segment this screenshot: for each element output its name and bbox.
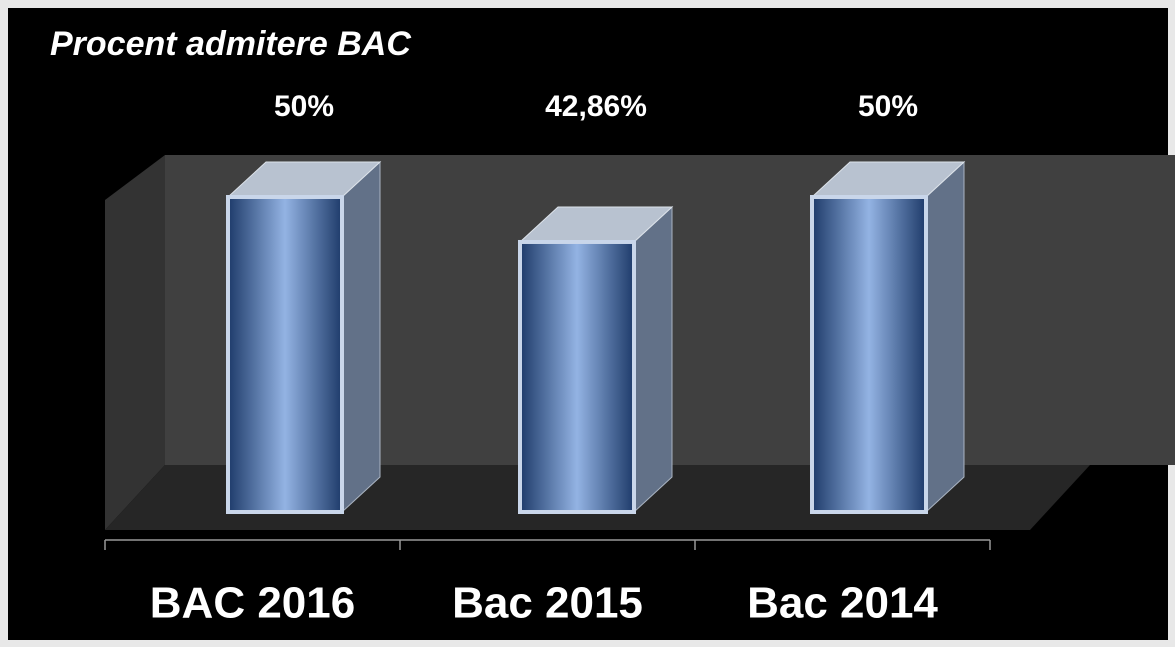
bar bbox=[810, 160, 966, 514]
value-label: 50% bbox=[858, 90, 918, 123]
bar-side bbox=[925, 160, 965, 514]
bar bbox=[518, 205, 674, 514]
side-wall bbox=[105, 155, 165, 530]
bar-face bbox=[518, 239, 636, 514]
bar bbox=[226, 160, 382, 514]
bar-face bbox=[226, 195, 344, 514]
value-label: 50% bbox=[274, 90, 334, 123]
x-tick-label: BAC 2016 bbox=[150, 579, 355, 628]
x-tick-label: Bac 2014 bbox=[747, 579, 938, 628]
value-label: 42,86% bbox=[545, 90, 647, 123]
bar-side bbox=[341, 160, 381, 514]
bar-face bbox=[810, 195, 928, 514]
x-axis-ticks bbox=[104, 540, 991, 550]
chart-title: Procent admitere BAC bbox=[50, 25, 411, 63]
bar-side bbox=[633, 205, 673, 514]
x-tick-label: Bac 2015 bbox=[452, 579, 643, 628]
